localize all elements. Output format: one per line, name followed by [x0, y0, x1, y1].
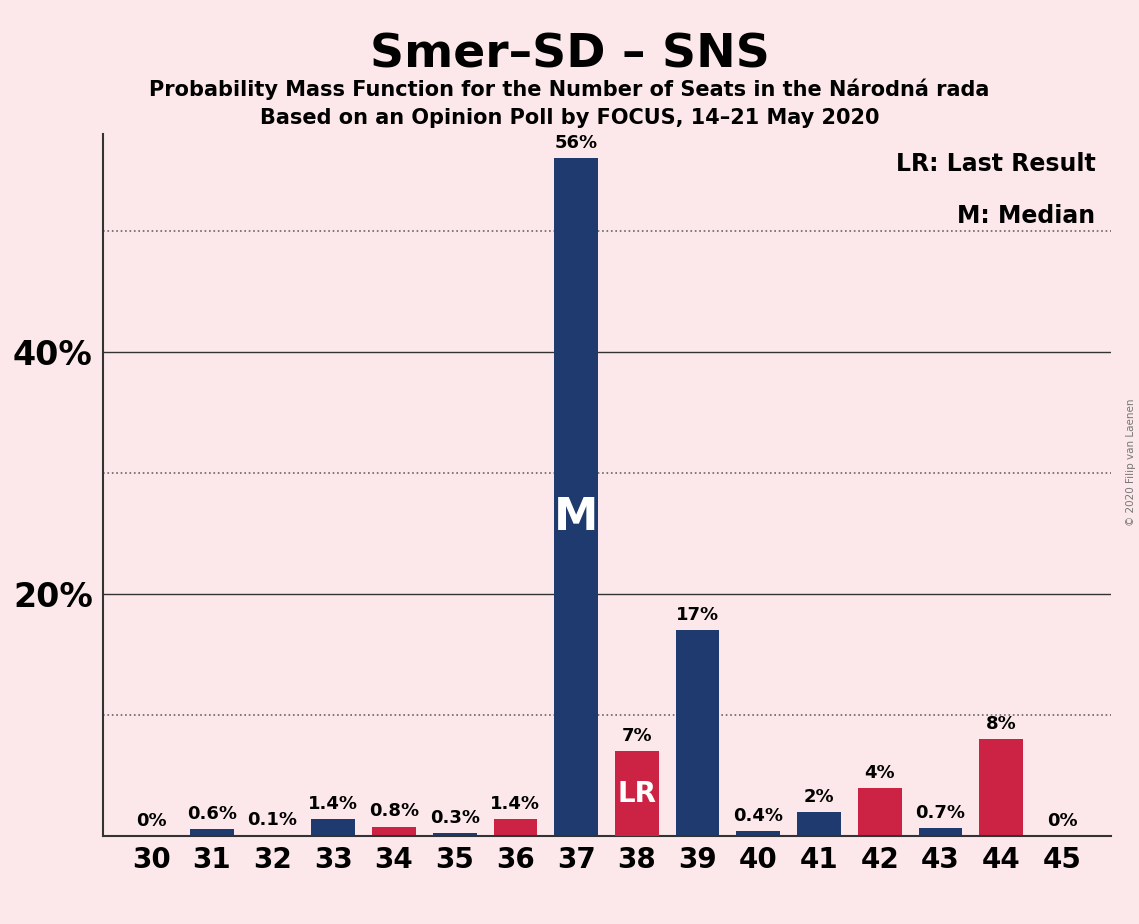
- Text: 0.1%: 0.1%: [247, 811, 297, 829]
- Text: 56%: 56%: [555, 134, 598, 152]
- Text: 0.3%: 0.3%: [429, 808, 480, 827]
- Text: Smer–SD – SNS: Smer–SD – SNS: [369, 32, 770, 78]
- Text: 0%: 0%: [1047, 812, 1077, 830]
- Text: 1.4%: 1.4%: [491, 796, 540, 813]
- Bar: [433, 833, 476, 836]
- Bar: [615, 751, 658, 836]
- Text: Based on an Opinion Poll by FOCUS, 14–21 May 2020: Based on an Opinion Poll by FOCUS, 14–21…: [260, 108, 879, 128]
- Text: 7%: 7%: [622, 727, 653, 746]
- Bar: [675, 630, 720, 836]
- Text: 1.4%: 1.4%: [309, 796, 359, 813]
- Text: 0%: 0%: [136, 812, 166, 830]
- Bar: [858, 788, 902, 836]
- Bar: [797, 812, 841, 836]
- Text: 0.6%: 0.6%: [187, 805, 237, 823]
- Text: 17%: 17%: [677, 606, 719, 625]
- Bar: [251, 835, 294, 836]
- Text: 4%: 4%: [865, 764, 895, 782]
- Text: © 2020 Filip van Laenen: © 2020 Filip van Laenen: [1126, 398, 1136, 526]
- Bar: [555, 158, 598, 836]
- Bar: [737, 832, 780, 836]
- Bar: [615, 751, 658, 836]
- Text: 2%: 2%: [804, 788, 835, 806]
- Text: 8%: 8%: [986, 715, 1017, 734]
- Text: 0.7%: 0.7%: [916, 804, 966, 821]
- Text: M: M: [554, 496, 598, 539]
- Text: 0.4%: 0.4%: [734, 808, 784, 825]
- Text: Probability Mass Function for the Number of Seats in the Národná rada: Probability Mass Function for the Number…: [149, 79, 990, 100]
- Bar: [190, 829, 233, 836]
- Bar: [372, 827, 416, 836]
- Bar: [980, 739, 1023, 836]
- Text: 0.8%: 0.8%: [369, 802, 419, 821]
- Text: LR: Last Result: LR: Last Result: [895, 152, 1096, 176]
- Bar: [311, 820, 355, 836]
- Bar: [493, 820, 538, 836]
- Text: M: Median: M: Median: [957, 204, 1096, 228]
- Bar: [919, 828, 962, 836]
- Text: LR: LR: [617, 780, 656, 808]
